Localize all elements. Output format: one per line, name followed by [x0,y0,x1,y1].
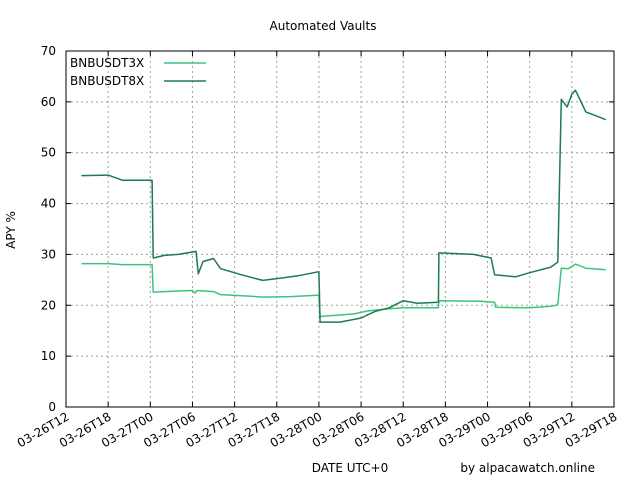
y-tick-label: 40 [41,197,56,211]
y-tick-label: 0 [48,400,56,414]
series-line-bnbusdt8x [81,89,607,323]
credit-text: by alpacawatch.online [460,461,595,475]
grid [66,51,614,407]
legend-label-bnbusdt3x: BNBUSDT3X [70,56,144,70]
y-tick-label: 10 [41,349,56,363]
x-axis-label: DATE UTC+0 [312,461,389,475]
y-tick-label: 20 [41,298,56,312]
plot-frame [65,50,615,408]
series-lines [81,89,607,323]
y-tick-label: 50 [41,146,56,160]
y-tick-label: 60 [41,95,56,109]
y-tick-label: 70 [41,44,56,58]
y-tick-label: 30 [41,247,56,261]
axis-ticks: 01020304050607003-26T1203-26T1803-27T000… [15,44,620,450]
y-axis-label: APY % [4,211,18,249]
chart-title: Automated Vaults [270,19,377,33]
series-line-bnbusdt3x [81,262,606,318]
legend: BNBUSDT3X BNBUSDT8X [70,56,206,88]
legend-label-bnbusdt8x: BNBUSDT8X [70,74,144,88]
